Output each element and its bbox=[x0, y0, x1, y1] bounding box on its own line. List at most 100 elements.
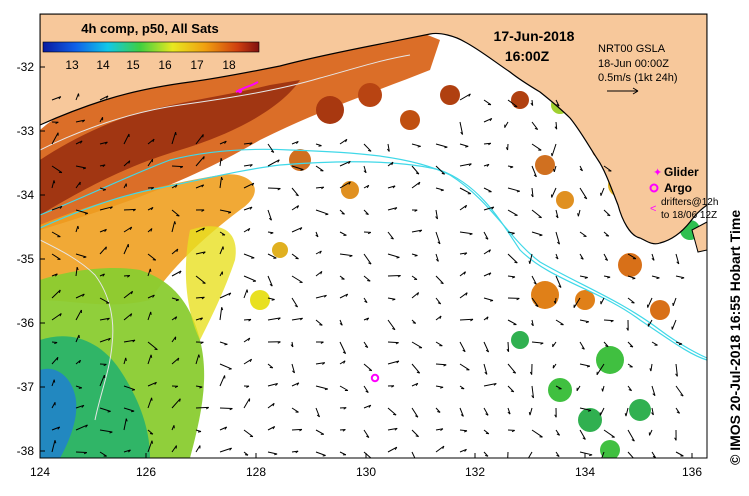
current-arrow-head bbox=[366, 185, 370, 189]
current-arrow bbox=[243, 398, 251, 409]
current-arrow-head bbox=[415, 435, 419, 438]
current-arrow-head bbox=[152, 138, 155, 143]
current-arrow-head bbox=[131, 410, 135, 413]
current-arrow-head bbox=[349, 255, 353, 258]
current-arrow bbox=[171, 445, 177, 453]
current-arrow bbox=[507, 187, 520, 192]
current-arrow bbox=[75, 93, 79, 101]
current-arrow bbox=[99, 246, 107, 255]
lat-label: -36 bbox=[17, 316, 35, 330]
current-arrow-head bbox=[470, 318, 474, 322]
current-arrow bbox=[219, 140, 227, 145]
current-arrow bbox=[459, 363, 470, 371]
current-arrow-head bbox=[581, 347, 585, 350]
current-arrow bbox=[171, 248, 179, 255]
current-arrow-head bbox=[367, 231, 372, 235]
current-arrow-head bbox=[528, 260, 531, 264]
current-arrow-head bbox=[341, 213, 345, 215]
current-arrow-head bbox=[269, 283, 273, 287]
current-arrow-head bbox=[104, 141, 108, 145]
current-arrow bbox=[363, 385, 369, 393]
lon-label: 126 bbox=[136, 465, 156, 479]
current-arrow bbox=[675, 451, 684, 457]
current-arrow-head bbox=[364, 300, 368, 304]
current-arrow bbox=[75, 404, 85, 409]
current-arrow bbox=[219, 363, 232, 370]
current-arrow bbox=[579, 187, 588, 200]
current-arrow bbox=[123, 226, 132, 233]
current-arrow bbox=[75, 334, 80, 343]
current-arrow bbox=[555, 99, 560, 107]
current-arrow-head bbox=[277, 317, 281, 321]
current-arrow bbox=[243, 253, 255, 259]
current-arrow bbox=[291, 297, 299, 308]
current-arrow-head bbox=[516, 190, 520, 193]
current-arrow bbox=[603, 253, 609, 261]
current-arrow bbox=[459, 292, 468, 299]
current-arrow-head bbox=[109, 431, 113, 434]
current-arrow bbox=[219, 341, 228, 345]
current-arrow bbox=[387, 207, 398, 211]
current-arrow-head bbox=[579, 168, 583, 172]
current-arrow bbox=[123, 208, 136, 211]
current-arrow bbox=[339, 160, 351, 167]
current-arrow-head bbox=[553, 300, 556, 304]
current-arrow-head bbox=[530, 194, 534, 198]
current-arrow bbox=[483, 341, 490, 353]
current-arrow-head bbox=[363, 170, 367, 174]
current-arrow bbox=[411, 292, 419, 299]
current-arrow-head bbox=[82, 167, 87, 170]
current-arrow bbox=[51, 253, 61, 260]
current-arrow-head bbox=[131, 389, 135, 391]
current-arrow bbox=[596, 363, 605, 376]
current-arrow bbox=[291, 165, 304, 171]
current-arrow-head bbox=[53, 379, 56, 383]
current-arrow-head bbox=[414, 209, 418, 212]
current-arrow bbox=[219, 209, 232, 213]
current-arrow-head bbox=[224, 140, 227, 144]
current-arrow bbox=[99, 317, 110, 321]
current-arrow bbox=[363, 363, 373, 371]
current-arrow-head bbox=[247, 337, 251, 341]
current-arrow bbox=[579, 429, 586, 440]
current-arrow-head bbox=[585, 321, 589, 324]
current-arrow bbox=[99, 95, 109, 101]
current-arrow bbox=[675, 385, 684, 397]
current-arrow bbox=[435, 209, 438, 220]
current-arrow-head bbox=[299, 317, 303, 321]
current-arrow-head bbox=[296, 141, 299, 145]
current-arrow-head bbox=[418, 181, 421, 186]
current-arrow bbox=[531, 209, 542, 218]
current-arrow bbox=[243, 182, 255, 189]
current-arrow-head bbox=[82, 293, 85, 297]
current-arrow bbox=[315, 209, 329, 215]
current-arrow bbox=[219, 158, 222, 167]
current-arrow-head bbox=[555, 256, 559, 260]
current-arrow-head bbox=[512, 371, 516, 374]
current-arrow-head bbox=[464, 205, 468, 209]
current-arrow bbox=[291, 363, 295, 374]
current-arrow-head bbox=[485, 432, 489, 435]
current-arrow-head bbox=[152, 294, 155, 298]
current-arrow-head bbox=[417, 145, 421, 148]
current-arrow-head bbox=[468, 93, 471, 97]
current-arrow bbox=[579, 319, 589, 323]
current-arrow-head bbox=[556, 454, 560, 457]
current-arrow-head bbox=[580, 257, 584, 260]
current-arrow-head bbox=[125, 357, 127, 362]
current-arrow bbox=[315, 407, 320, 418]
current-arrow-head bbox=[489, 300, 494, 302]
current-arrow bbox=[171, 357, 180, 365]
current-arrow-head bbox=[200, 317, 203, 321]
current-arrow-head bbox=[84, 212, 88, 215]
current-arrow-head bbox=[554, 126, 558, 130]
colorbar-tick: 18 bbox=[222, 58, 236, 72]
current-arrow-head bbox=[392, 185, 396, 189]
current-arrow bbox=[435, 428, 443, 431]
current-arrow-head bbox=[108, 337, 111, 341]
current-arrow bbox=[555, 121, 558, 130]
current-arrow-head bbox=[485, 349, 489, 353]
current-arrow-head bbox=[201, 209, 205, 212]
current-arrow bbox=[507, 341, 510, 352]
